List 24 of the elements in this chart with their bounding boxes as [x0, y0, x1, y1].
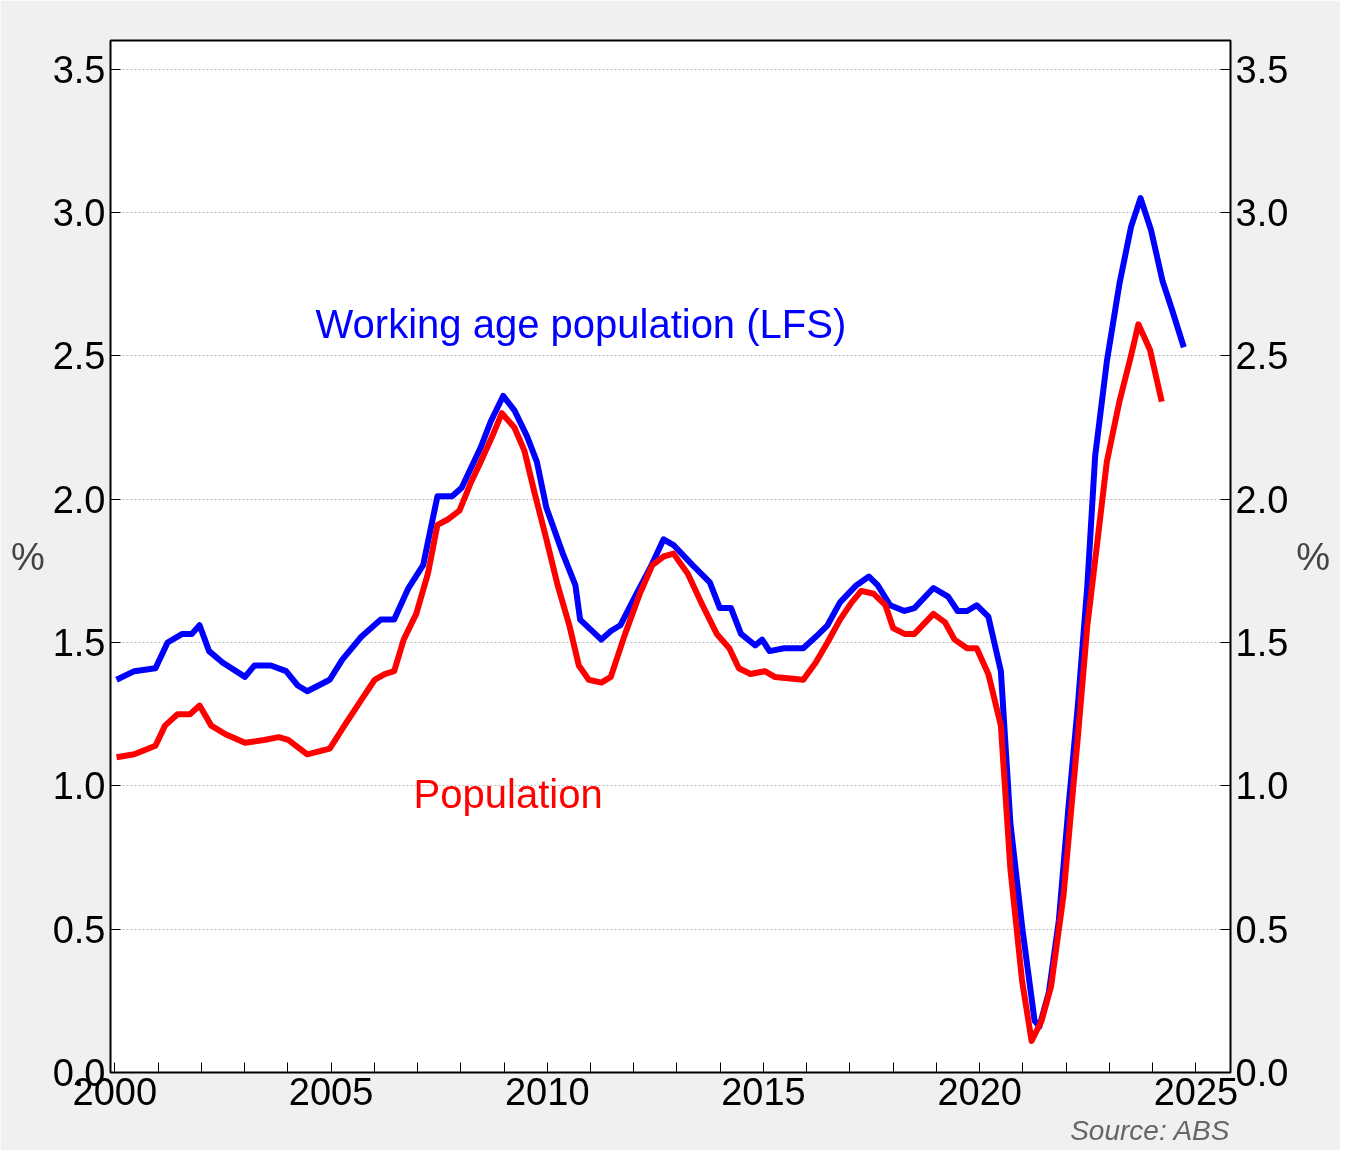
y-tick-label: 0.5 [52, 908, 106, 951]
y-tick-label: 1.5 [52, 622, 106, 664]
y-tick-label: 3.5 [52, 48, 106, 91]
y2-tick-label: 3.0 [1235, 192, 1289, 234]
y2-tick-label: 1.5 [1235, 622, 1289, 664]
y2-tick-label: 0.0 [1235, 1052, 1289, 1094]
text: Working age population (LFS) [315, 302, 847, 347]
x-tick-label: 2015 [721, 1070, 806, 1113]
y-axis-title: % [10, 535, 45, 578]
y2-axis-title: % [1296, 535, 1331, 578]
y2-tick-label: 2.5 [1235, 335, 1289, 378]
y-tick-label: 1.0 [52, 765, 106, 808]
y2-tick-label: 3.5 [1235, 48, 1289, 91]
x-tick-label: 2010 [504, 1070, 590, 1113]
y2-tick-label: 0.5 [1235, 908, 1289, 951]
y2-tick-label: 2.0 [1235, 478, 1289, 521]
y-tick-label: 2.5 [52, 335, 106, 378]
x-tick-label: 2005 [288, 1070, 374, 1113]
y2-tick-label: 1.0 [1235, 765, 1289, 808]
y-tick-label: 2.0 [52, 478, 106, 521]
x-tick-label: 2020 [937, 1070, 1022, 1113]
y-tick-label: 3.0 [52, 192, 106, 234]
text: Population [413, 771, 603, 816]
source-note: Source: ABS [1070, 1114, 1230, 1146]
